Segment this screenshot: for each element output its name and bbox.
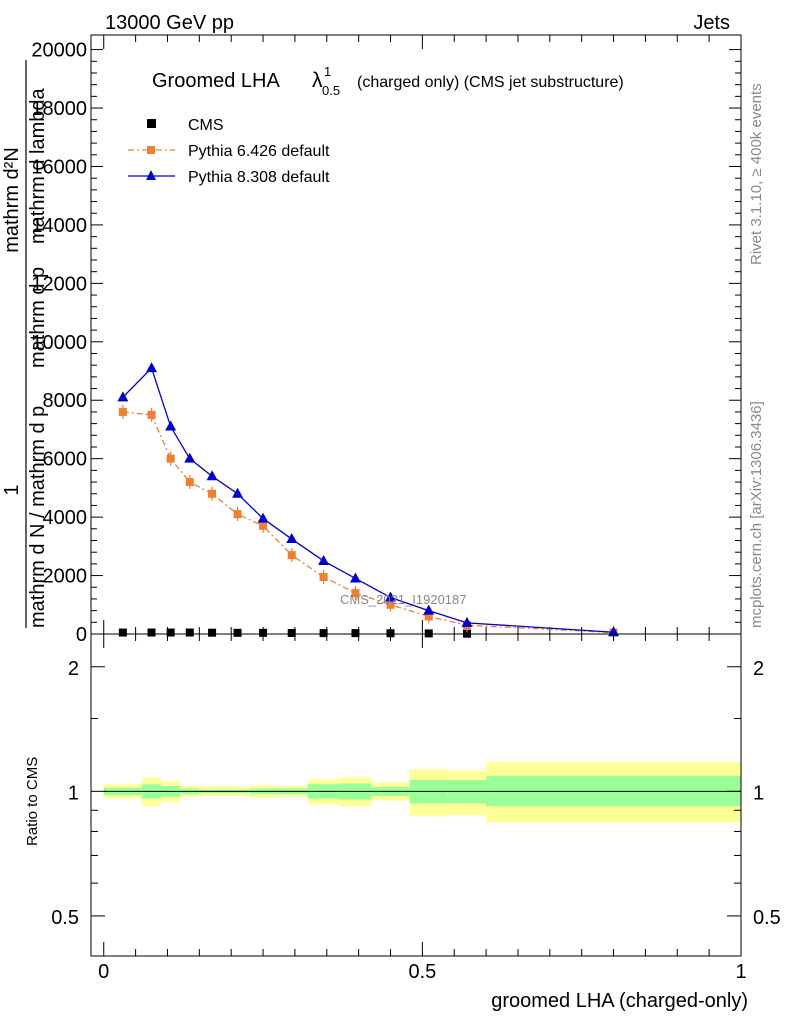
- main-panel: 0 2000 4000 6000 8000 10000 12000 14000 16000 180…: [31, 34, 742, 646]
- main-series-group: [117, 362, 620, 640]
- main-ytick-label: 10000: [31, 332, 87, 354]
- series-point: [233, 510, 242, 519]
- chart-title-rest: (charged only) (CMS jet substructure): [357, 74, 624, 91]
- chart-title-lambda: λ: [312, 69, 323, 92]
- main-ytick-label: 6000: [43, 449, 88, 471]
- main-ytick-label: 0: [76, 624, 87, 646]
- series-point: [185, 478, 194, 487]
- series-point: [232, 487, 244, 498]
- legend-label-pythia6: Pythia 6.426 default: [188, 143, 330, 160]
- series-point: [423, 604, 435, 615]
- mcplots-label: mcplots.cern.ch [arXiv:1306.3436]: [748, 401, 765, 628]
- ratio-xtick-label: 0: [98, 961, 109, 983]
- ylabel-numerator-one: 1: [1, 484, 23, 495]
- series-point: [166, 454, 175, 463]
- chart-title-sup: 1: [324, 64, 331, 79]
- legend: CMS Pythia 6.426 default Pythia 8.308 de…: [128, 117, 330, 186]
- main-ytick-label: 2000: [43, 566, 88, 588]
- series-point: [257, 512, 269, 523]
- series-point: [424, 629, 433, 638]
- chart-title-sub: 0.5: [322, 83, 340, 98]
- series-point: [147, 410, 156, 419]
- series-point: [319, 573, 328, 582]
- series-point: [351, 629, 360, 638]
- main-ytick-label: 14000: [31, 215, 87, 237]
- ratio-ytick-label: 2: [68, 658, 79, 680]
- legend-marker-cms: [147, 119, 156, 128]
- main-ytick-label: 20000: [31, 40, 87, 62]
- series-point: [287, 628, 296, 637]
- series-point: [233, 628, 242, 637]
- ylabel-denominator-rest: mathrm d p: [27, 267, 49, 368]
- main-ytick-label: 18000: [31, 98, 87, 120]
- main-ytick-label: 16000: [31, 156, 87, 178]
- series-point: [118, 407, 127, 416]
- analysis-watermark: CMS_2021_I1920187: [340, 592, 467, 607]
- series-point: [166, 628, 175, 637]
- series-point: [208, 628, 217, 637]
- ylabel-denominator-end: mathrm d lambda: [27, 88, 49, 244]
- legend-marker-pythia6: [147, 146, 155, 154]
- chart-title: Groomed LHA λ 1 0.5 (charged only) (CMS …: [152, 64, 624, 98]
- main-ytick-label: 4000: [43, 507, 88, 529]
- header-energy-label: 13000 GeV pp: [105, 12, 234, 34]
- series-point: [146, 362, 158, 373]
- ratio-ylabel: Ratio to CMS: [24, 757, 41, 846]
- legend-marker-pythia8: [146, 170, 156, 180]
- series-point: [117, 391, 129, 402]
- legend-label-pythia8: Pythia 8.308 default: [188, 169, 330, 186]
- ylabel-denominator: mathrm d N / mathrm d p: [27, 406, 49, 628]
- series-point: [461, 616, 473, 627]
- ratio-band-group: [103, 761, 741, 823]
- ratio-ytick-label: 0.5: [51, 907, 79, 929]
- series-point: [208, 489, 217, 498]
- series-point: [424, 612, 433, 621]
- series-point: [386, 600, 395, 609]
- series-point: [118, 628, 127, 637]
- ratio-xtick-label: 0.5: [408, 961, 436, 983]
- main-ytick-label: 8000: [43, 390, 88, 412]
- series-point: [206, 470, 218, 481]
- xlabel: groomed LHA (charged-only): [491, 990, 748, 1012]
- ylabel-numerator: mathrm d²N: [1, 147, 23, 253]
- ratio-xtick-label: 1: [735, 961, 746, 983]
- ratio-ytick-label-right: 2: [753, 658, 764, 680]
- ratio-ytick-label-right: 1: [753, 782, 764, 804]
- series-point: [319, 629, 328, 638]
- ratio-ytick-label-right: 0.5: [753, 907, 781, 929]
- series-point: [165, 420, 177, 431]
- series-point: [286, 533, 298, 544]
- series-point: [351, 589, 360, 598]
- main-ytick-label: 12000: [31, 273, 87, 295]
- ratio-panel-frame: [90, 633, 742, 957]
- ratio-ytick-label: 1: [68, 782, 79, 804]
- series-point: [385, 591, 397, 602]
- chart-title-main: Groomed LHA: [152, 70, 280, 92]
- main-ylabel: 1 mathrm d²N mathrm d N / mathrm d p mat…: [1, 60, 49, 628]
- series-point: [185, 628, 194, 637]
- legend-label-cms: CMS: [188, 117, 224, 134]
- series-point: [259, 521, 268, 530]
- main-axis-ticks: 0 2000 4000 6000 8000 10000 12000 14000 16000 180…: [31, 35, 742, 646]
- series-point: [287, 551, 296, 560]
- rivet-version-label: Rivet 3.1.10, ≥ 400k events: [748, 83, 765, 265]
- series-point: [147, 628, 156, 637]
- header-jets-label: Jets: [693, 12, 730, 34]
- series-point: [349, 572, 361, 583]
- series-point: [386, 629, 395, 638]
- series-line: [122, 411, 614, 634]
- series-line: [122, 366, 614, 633]
- ratio-axis-ticks: 0 0.5 1 0.5 0.5 1 1 2 2: [51, 634, 781, 983]
- series-point: [259, 628, 268, 637]
- series-point: [318, 554, 330, 565]
- ratio-panel: 0 0.5 1 0.5 0.5 1 1 2 2: [51, 633, 781, 983]
- series-point: [184, 452, 196, 463]
